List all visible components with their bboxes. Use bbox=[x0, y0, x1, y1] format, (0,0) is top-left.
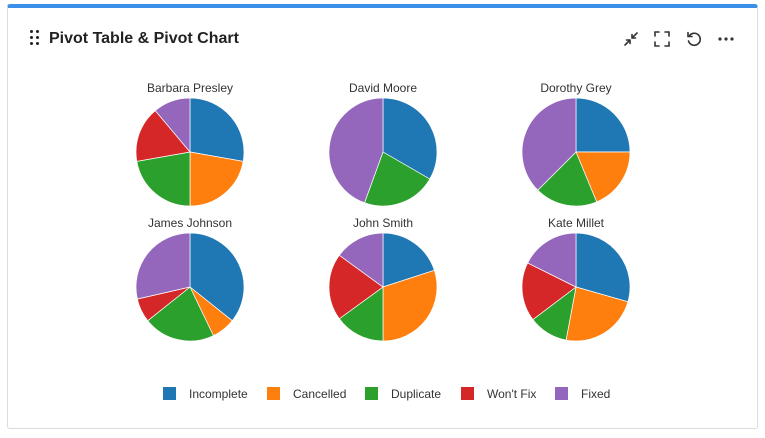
legend-item-incomplete[interactable]: Incomplete bbox=[163, 387, 248, 401]
legend-label: Fixed bbox=[581, 387, 610, 401]
expand-icon[interactable] bbox=[651, 28, 673, 50]
pie-slice-cancelled[interactable] bbox=[382, 269, 438, 342]
legend-item-duplicate[interactable]: Duplicate bbox=[365, 387, 441, 401]
drag-handle-icon[interactable] bbox=[30, 30, 40, 46]
legend-swatch bbox=[461, 387, 474, 400]
pie-slice-duplicate[interactable] bbox=[537, 151, 598, 207]
pie-john-smith: John Smith bbox=[328, 216, 438, 342]
pie-slice-fixed[interactable] bbox=[154, 97, 191, 153]
widget-title: Pivot Table & Pivot Chart bbox=[49, 30, 239, 47]
pie-kate-millet: Kate Millet bbox=[521, 216, 631, 342]
pie-slice-cancelled[interactable] bbox=[565, 286, 629, 342]
legend-label: Incomplete bbox=[189, 387, 248, 401]
legend-swatch bbox=[365, 387, 378, 400]
pivot-widget-card: Pivot Table & Pivot Chart bbox=[7, 4, 758, 429]
pie-slice-incomplete[interactable] bbox=[189, 232, 245, 322]
legend-label: Cancelled bbox=[293, 387, 346, 401]
legend-label: Duplicate bbox=[391, 387, 441, 401]
widget-header: Pivot Table & Pivot Chart bbox=[8, 8, 757, 60]
legend-item-cancelled[interactable]: Cancelled bbox=[267, 387, 346, 401]
pie-slice-fixed[interactable] bbox=[527, 232, 577, 288]
pie-title: Barbara Presley bbox=[147, 81, 233, 95]
pie-slice-won-t-fix[interactable] bbox=[328, 254, 384, 320]
pie-slice-fixed[interactable] bbox=[328, 97, 384, 204]
refresh-icon[interactable] bbox=[683, 28, 705, 50]
pie-slice-incomplete[interactable] bbox=[575, 232, 631, 303]
legend-label: Won't Fix bbox=[487, 387, 536, 401]
legend-item-won-t-fix[interactable]: Won't Fix bbox=[461, 387, 536, 401]
pie-slice-cancelled[interactable] bbox=[189, 151, 244, 207]
legend-swatch bbox=[163, 387, 176, 400]
legend-swatch bbox=[555, 387, 568, 400]
legend-item-fixed[interactable]: Fixed bbox=[555, 387, 610, 401]
pie-slice-won-t-fix[interactable] bbox=[521, 262, 577, 321]
pie-title: Dorothy Grey bbox=[540, 81, 611, 95]
more-icon[interactable] bbox=[715, 28, 737, 50]
collapse-icon[interactable] bbox=[620, 28, 642, 50]
pie-slice-won-t-fix[interactable] bbox=[135, 110, 191, 162]
pie-title: John Smith bbox=[353, 216, 413, 230]
pie-dorothy-grey: Dorothy Grey bbox=[521, 81, 631, 207]
pie-slice-duplicate[interactable] bbox=[338, 286, 384, 342]
pie-slice-incomplete[interactable] bbox=[575, 97, 631, 153]
pie-slice-incomplete[interactable] bbox=[382, 97, 438, 180]
pie-title: James Johnson bbox=[148, 216, 232, 230]
pie-slice-cancelled[interactable] bbox=[575, 151, 631, 203]
legend: Incomplete Cancelled Duplicate Won't Fix Fix… bbox=[163, 387, 610, 401]
pie-slice-incomplete[interactable] bbox=[382, 232, 435, 288]
pie-slice-duplicate[interactable] bbox=[147, 286, 214, 342]
pie-title: Kate Millet bbox=[548, 216, 605, 230]
pie-slice-duplicate[interactable] bbox=[136, 151, 191, 207]
pie-title: David Moore bbox=[349, 81, 417, 95]
pie-slice-fixed[interactable] bbox=[521, 97, 577, 191]
pie-barbara-presley: Barbara Presley bbox=[135, 81, 245, 207]
pie-james-johnson: James Johnson bbox=[135, 216, 245, 342]
pie-slice-fixed[interactable] bbox=[135, 232, 191, 300]
pie-david-moore: David Moore bbox=[328, 81, 438, 207]
pie-slice-duplicate[interactable] bbox=[364, 151, 431, 207]
legend-swatch bbox=[267, 387, 280, 400]
pie-slice-fixed[interactable] bbox=[338, 232, 384, 288]
pie-slice-incomplete[interactable] bbox=[189, 97, 245, 162]
